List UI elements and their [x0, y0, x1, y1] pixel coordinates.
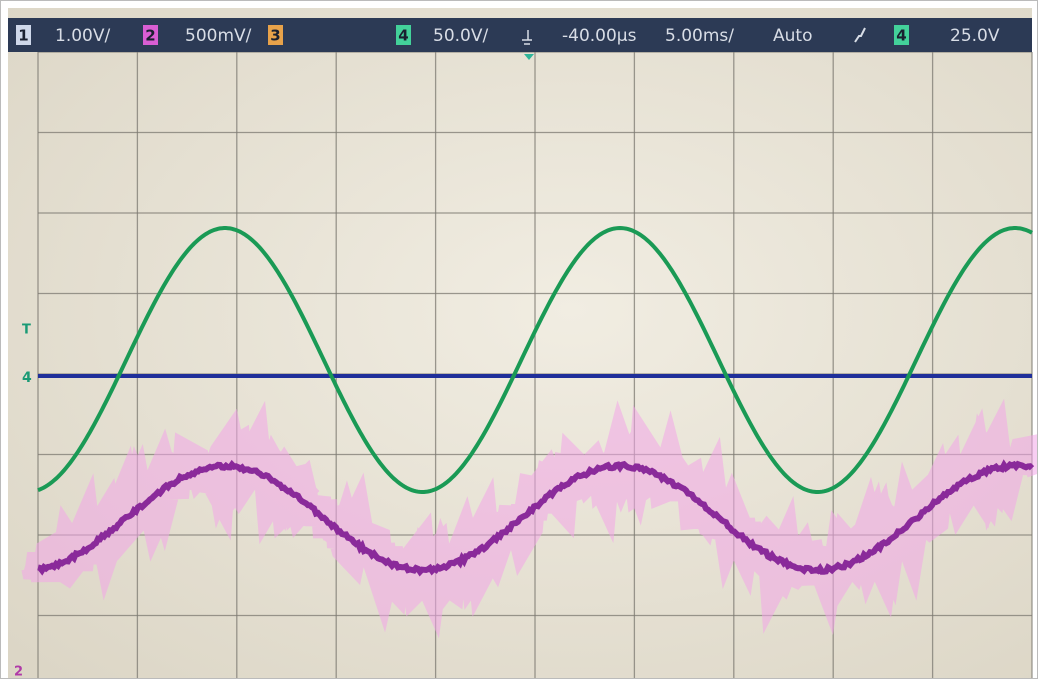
channel-scale: 500mV/	[185, 26, 252, 46]
status-bar-background	[8, 18, 1032, 52]
trigger-mode: Auto	[773, 26, 812, 46]
oscilloscope-screen: 1 1.00V/ 2 500mV/ 3 4 50.0V/ -40.00µs 5.…	[0, 0, 1038, 679]
channel-2-marker: 2	[14, 665, 23, 680]
time-offset: -40.00µs	[562, 26, 637, 46]
channel-4-marker: 4	[22, 370, 32, 386]
channel-number: 3	[270, 27, 280, 45]
channel-number: 2	[145, 27, 155, 45]
status-bar: 1 1.00V/ 2 500mV/ 3 4 50.0V/ -40.00µs 5.…	[8, 18, 1032, 52]
channel-scale: 50.0V/	[433, 26, 488, 46]
channel-3-badge: 3	[268, 25, 283, 45]
channel-scale: 1.00V/	[55, 26, 110, 46]
channel-1-badge: 1	[16, 25, 31, 45]
trigger-level-marker: T	[22, 323, 31, 338]
channel-number: 1	[18, 27, 28, 45]
trigger-source: 4	[896, 27, 906, 45]
trigger-source-badge: 4	[894, 25, 909, 45]
channel-2-badge: 2	[143, 25, 158, 45]
trigger-level: 25.0V	[950, 26, 1000, 46]
channel-number: 4	[398, 27, 408, 45]
channel-4-badge: 4	[396, 25, 411, 45]
time-scale: 5.00ms/	[665, 26, 734, 46]
